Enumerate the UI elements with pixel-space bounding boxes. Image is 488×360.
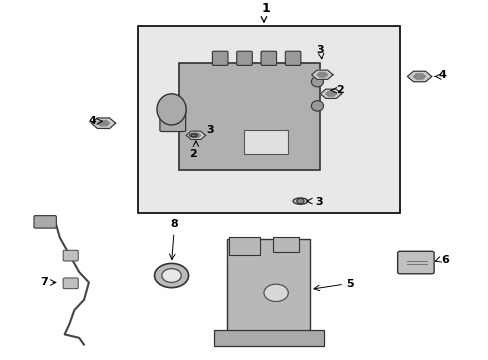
FancyBboxPatch shape [272,237,298,252]
Ellipse shape [154,264,188,288]
Text: 6: 6 [441,255,448,265]
FancyBboxPatch shape [261,51,276,66]
FancyBboxPatch shape [236,51,252,66]
Ellipse shape [311,101,323,111]
Text: 2: 2 [335,85,343,95]
Ellipse shape [311,76,323,87]
Polygon shape [320,89,341,98]
Circle shape [191,134,195,137]
Text: 5: 5 [346,279,353,289]
Text: 2: 2 [189,149,197,159]
FancyBboxPatch shape [34,216,56,228]
Polygon shape [413,74,425,79]
Ellipse shape [292,198,307,204]
Text: 7: 7 [40,278,47,287]
Circle shape [264,284,287,301]
Polygon shape [91,118,116,129]
FancyBboxPatch shape [285,51,300,66]
Polygon shape [325,91,336,96]
FancyBboxPatch shape [63,278,78,289]
Polygon shape [191,133,201,138]
Circle shape [296,198,304,204]
Ellipse shape [189,134,197,137]
Text: 1: 1 [262,2,270,15]
Text: 3: 3 [206,125,214,135]
Text: 3: 3 [315,45,323,55]
Polygon shape [186,131,205,140]
FancyBboxPatch shape [179,63,319,170]
Ellipse shape [162,269,181,283]
FancyBboxPatch shape [228,237,260,256]
Polygon shape [407,71,431,82]
FancyBboxPatch shape [397,251,433,274]
FancyBboxPatch shape [213,330,323,346]
Polygon shape [97,121,109,126]
Bar [244,130,287,154]
Text: 8: 8 [170,219,178,229]
Polygon shape [311,70,332,79]
Text: 4: 4 [438,71,446,80]
FancyBboxPatch shape [137,26,399,213]
FancyBboxPatch shape [212,51,227,66]
FancyBboxPatch shape [227,239,309,339]
FancyBboxPatch shape [63,250,78,261]
Polygon shape [316,72,327,77]
Text: 4: 4 [88,117,96,126]
FancyBboxPatch shape [160,104,185,131]
Ellipse shape [157,94,186,125]
Text: 3: 3 [314,197,322,207]
